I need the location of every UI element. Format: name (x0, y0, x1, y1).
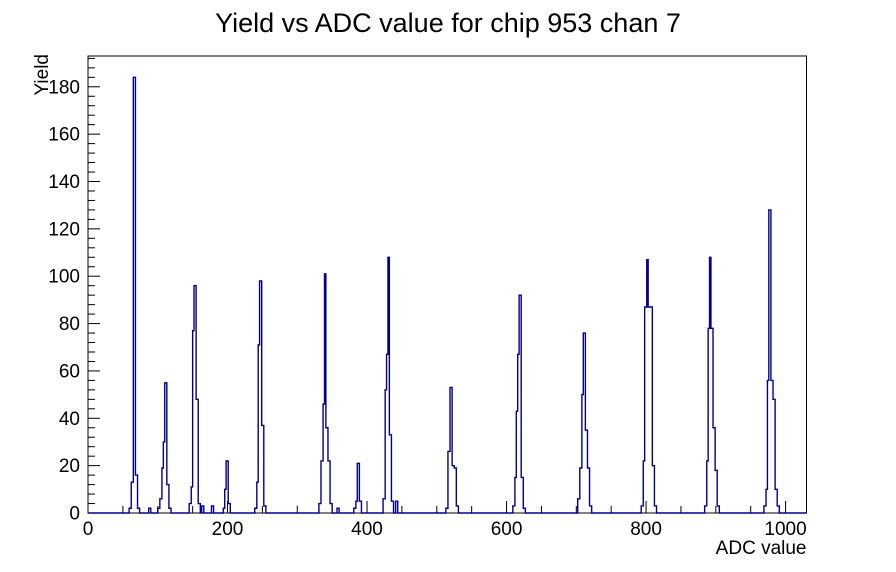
y-tick-label: 20 (59, 456, 80, 477)
x-tick-label: 0 (83, 519, 94, 540)
x-tick-label: 400 (351, 519, 383, 540)
y-tick-label: 120 (48, 219, 80, 240)
plot-frame (87, 55, 807, 514)
x-tick-label: 600 (491, 519, 523, 540)
y-axis-title: Yield (32, 54, 53, 96)
y-tick-label: 100 (48, 267, 80, 288)
chart-title: Yield vs ADC value for chip 953 chan 7 (215, 8, 681, 38)
x-tick-label: 800 (630, 519, 662, 540)
y-tick-label: 60 (59, 361, 80, 382)
y-tick-label: 80 (59, 314, 80, 335)
y-tick-label: 0 (69, 504, 80, 525)
histogram-step-line (88, 76, 807, 514)
y-tick-label: 40 (59, 409, 80, 430)
x-axis-title: ADC value (716, 538, 807, 559)
y-tick-label: 180 (48, 77, 80, 98)
x-tick-label: 1000 (764, 519, 806, 540)
x-tick-label: 200 (212, 519, 244, 540)
y-tick-label: 140 (48, 172, 80, 193)
y-tick-label: 160 (48, 125, 80, 146)
